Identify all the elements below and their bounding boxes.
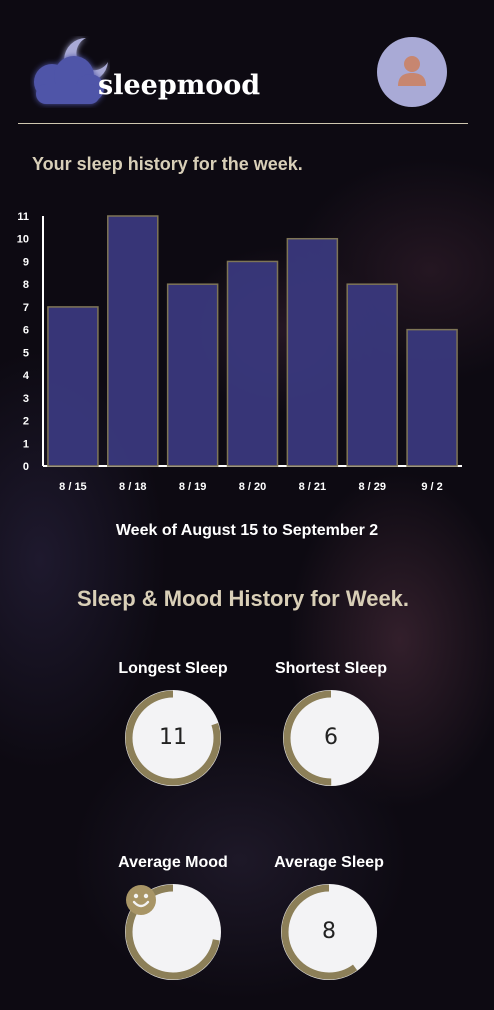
smiley-icon xyxy=(125,884,157,916)
stat-label: Longest Sleep xyxy=(98,660,248,684)
y-tick-label: 11 xyxy=(17,211,29,223)
bar xyxy=(347,284,397,466)
y-tick-label: 5 xyxy=(23,347,29,359)
stat-label: Average Sleep xyxy=(254,854,404,878)
longest-sleep-ring: 11 xyxy=(125,690,221,786)
bar xyxy=(108,216,158,466)
stat-average-mood: Average Mood xyxy=(98,854,248,980)
bar xyxy=(407,330,457,466)
average-mood-ring xyxy=(125,884,221,980)
stat-label: Average Mood xyxy=(98,854,248,878)
x-tick-label: 8 / 18 xyxy=(119,481,147,493)
shortest-sleep-ring: 6 xyxy=(283,690,379,786)
stat-label: Shortest Sleep xyxy=(256,660,406,684)
x-tick-label: 8 / 21 xyxy=(299,481,327,493)
y-tick-label: 1 xyxy=(23,438,29,450)
app-header: sleepmood xyxy=(0,0,494,124)
y-tick-label: 7 xyxy=(23,302,29,314)
stat-value: 8 xyxy=(281,884,377,980)
x-tick-label: 8 / 19 xyxy=(179,481,207,493)
stat-value: 6 xyxy=(283,690,379,786)
y-tick-label: 3 xyxy=(23,393,29,405)
x-tick-label: 9 / 2 xyxy=(421,481,442,493)
y-tick-label: 8 xyxy=(23,279,29,291)
app-name: sleepmood xyxy=(98,70,260,101)
y-tick-label: 6 xyxy=(23,325,29,337)
stat-value: 11 xyxy=(125,690,221,786)
bar xyxy=(228,261,278,466)
y-tick-label: 0 xyxy=(23,461,29,473)
profile-avatar-button[interactable] xyxy=(377,37,447,107)
y-tick-label: 9 xyxy=(23,256,29,268)
average-sleep-ring: 8 xyxy=(281,884,377,980)
stat-shortest-sleep: Shortest Sleep 6 xyxy=(256,660,406,786)
x-tick-label: 8 / 20 xyxy=(239,481,267,493)
bar xyxy=(168,284,218,466)
chart-x-caption: Week of August 15 to September 2 xyxy=(0,522,494,540)
y-tick-label: 10 xyxy=(17,234,29,246)
stat-longest-sleep: Longest Sleep 11 xyxy=(98,660,248,786)
x-tick-label: 8 / 15 xyxy=(59,481,87,493)
user-icon xyxy=(396,54,428,88)
sleep-history-subtitle: Your sleep history for the week. xyxy=(32,154,303,175)
bar xyxy=(287,239,337,466)
y-tick-label: 4 xyxy=(23,370,30,382)
stat-average-sleep: Average Sleep 8 xyxy=(254,854,404,980)
bar xyxy=(48,307,98,466)
stats-section-title: Sleep & Mood History for Week. xyxy=(0,586,486,612)
sleep-bar-chart: 0 1 2 3 4 5 6 7 8 9 10 11 8 / 15 8 / 18 8 / 19 8 / 20 8 … xyxy=(0,200,494,510)
y-tick-label: 2 xyxy=(23,416,29,428)
header-divider xyxy=(18,123,468,124)
x-tick-label: 8 / 29 xyxy=(358,481,386,493)
